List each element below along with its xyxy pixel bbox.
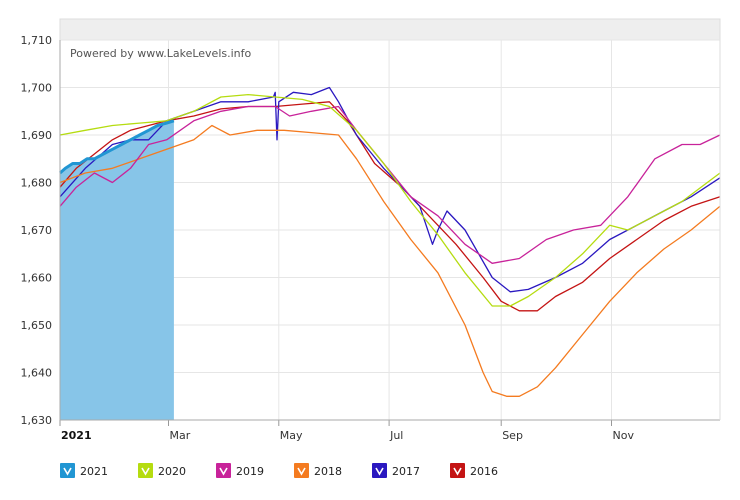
y-tick-label: 1,650 bbox=[21, 319, 53, 332]
check-icon bbox=[141, 467, 150, 476]
legend-swatch[interactable] bbox=[294, 463, 309, 478]
axes bbox=[59, 40, 721, 421]
legend-label: 2020 bbox=[158, 465, 186, 478]
legend-label: 2017 bbox=[392, 465, 420, 478]
y-tick-label: 1,680 bbox=[21, 177, 53, 190]
y-tick-label: 1,700 bbox=[21, 82, 53, 95]
series-area-2021 bbox=[60, 120, 174, 421]
legend[interactable]: 2021 2020 2019 2018 2017 2016 bbox=[60, 463, 498, 478]
legend-swatch[interactable] bbox=[216, 463, 231, 478]
y-tick-label: 1,670 bbox=[21, 224, 53, 237]
legend-swatch[interactable] bbox=[60, 463, 75, 478]
x-tick-label: Jul bbox=[389, 429, 403, 442]
legend-item-2019[interactable]: 2019 bbox=[216, 463, 264, 478]
x-tick-label: May bbox=[280, 429, 303, 442]
legend-item-2021[interactable]: 2021 bbox=[60, 463, 108, 478]
y-tick-label: 1,640 bbox=[21, 367, 53, 380]
y-tick-label: 1,660 bbox=[21, 272, 53, 285]
x-tick-label: Sep bbox=[502, 429, 523, 442]
legend-swatch[interactable] bbox=[138, 463, 153, 478]
legend-label: 2016 bbox=[470, 465, 498, 478]
x-tick-label: 2021 bbox=[61, 429, 92, 442]
y-tick-label: 1,630 bbox=[21, 414, 53, 427]
y-tick-label: 1,690 bbox=[21, 129, 53, 142]
series-line-2021 bbox=[59, 119, 175, 175]
legend-item-2016[interactable]: 2016 bbox=[450, 463, 498, 478]
check-icon bbox=[297, 467, 306, 476]
legend-item-2020[interactable]: 2020 bbox=[138, 463, 186, 478]
credit-text: Powered by www.LakeLevels.info bbox=[70, 47, 252, 60]
legend-swatch[interactable] bbox=[450, 463, 465, 478]
line-layer bbox=[59, 86, 721, 397]
check-icon bbox=[219, 467, 228, 476]
x-tick-label: Mar bbox=[169, 429, 190, 442]
y-axis-tick-labels: 1,630 1,640 1,650 1,660 1,670 1,680 1,690 1,700… bbox=[21, 34, 53, 427]
check-icon bbox=[63, 467, 72, 476]
legend-item-2017[interactable]: 2017 bbox=[372, 463, 420, 478]
area-layer bbox=[60, 120, 174, 421]
check-icon bbox=[453, 467, 462, 476]
legend-label: 2018 bbox=[314, 465, 342, 478]
series-line-2016 bbox=[59, 101, 721, 312]
series-line-2020 bbox=[59, 93, 721, 307]
legend-label: 2021 bbox=[80, 465, 108, 478]
check-icon bbox=[375, 467, 384, 476]
series-line-2018 bbox=[59, 124, 721, 397]
legend-item-2018[interactable]: 2018 bbox=[294, 463, 342, 478]
x-axis-tick-labels: 2021 Mar May Jul Sep Nov bbox=[61, 429, 634, 442]
x-tick-label: Nov bbox=[613, 429, 635, 442]
legend-label: 2019 bbox=[236, 465, 264, 478]
y-tick-label: 1,710 bbox=[21, 34, 53, 47]
chart-header-bar bbox=[59, 18, 721, 41]
legend-swatch[interactable] bbox=[372, 463, 387, 478]
